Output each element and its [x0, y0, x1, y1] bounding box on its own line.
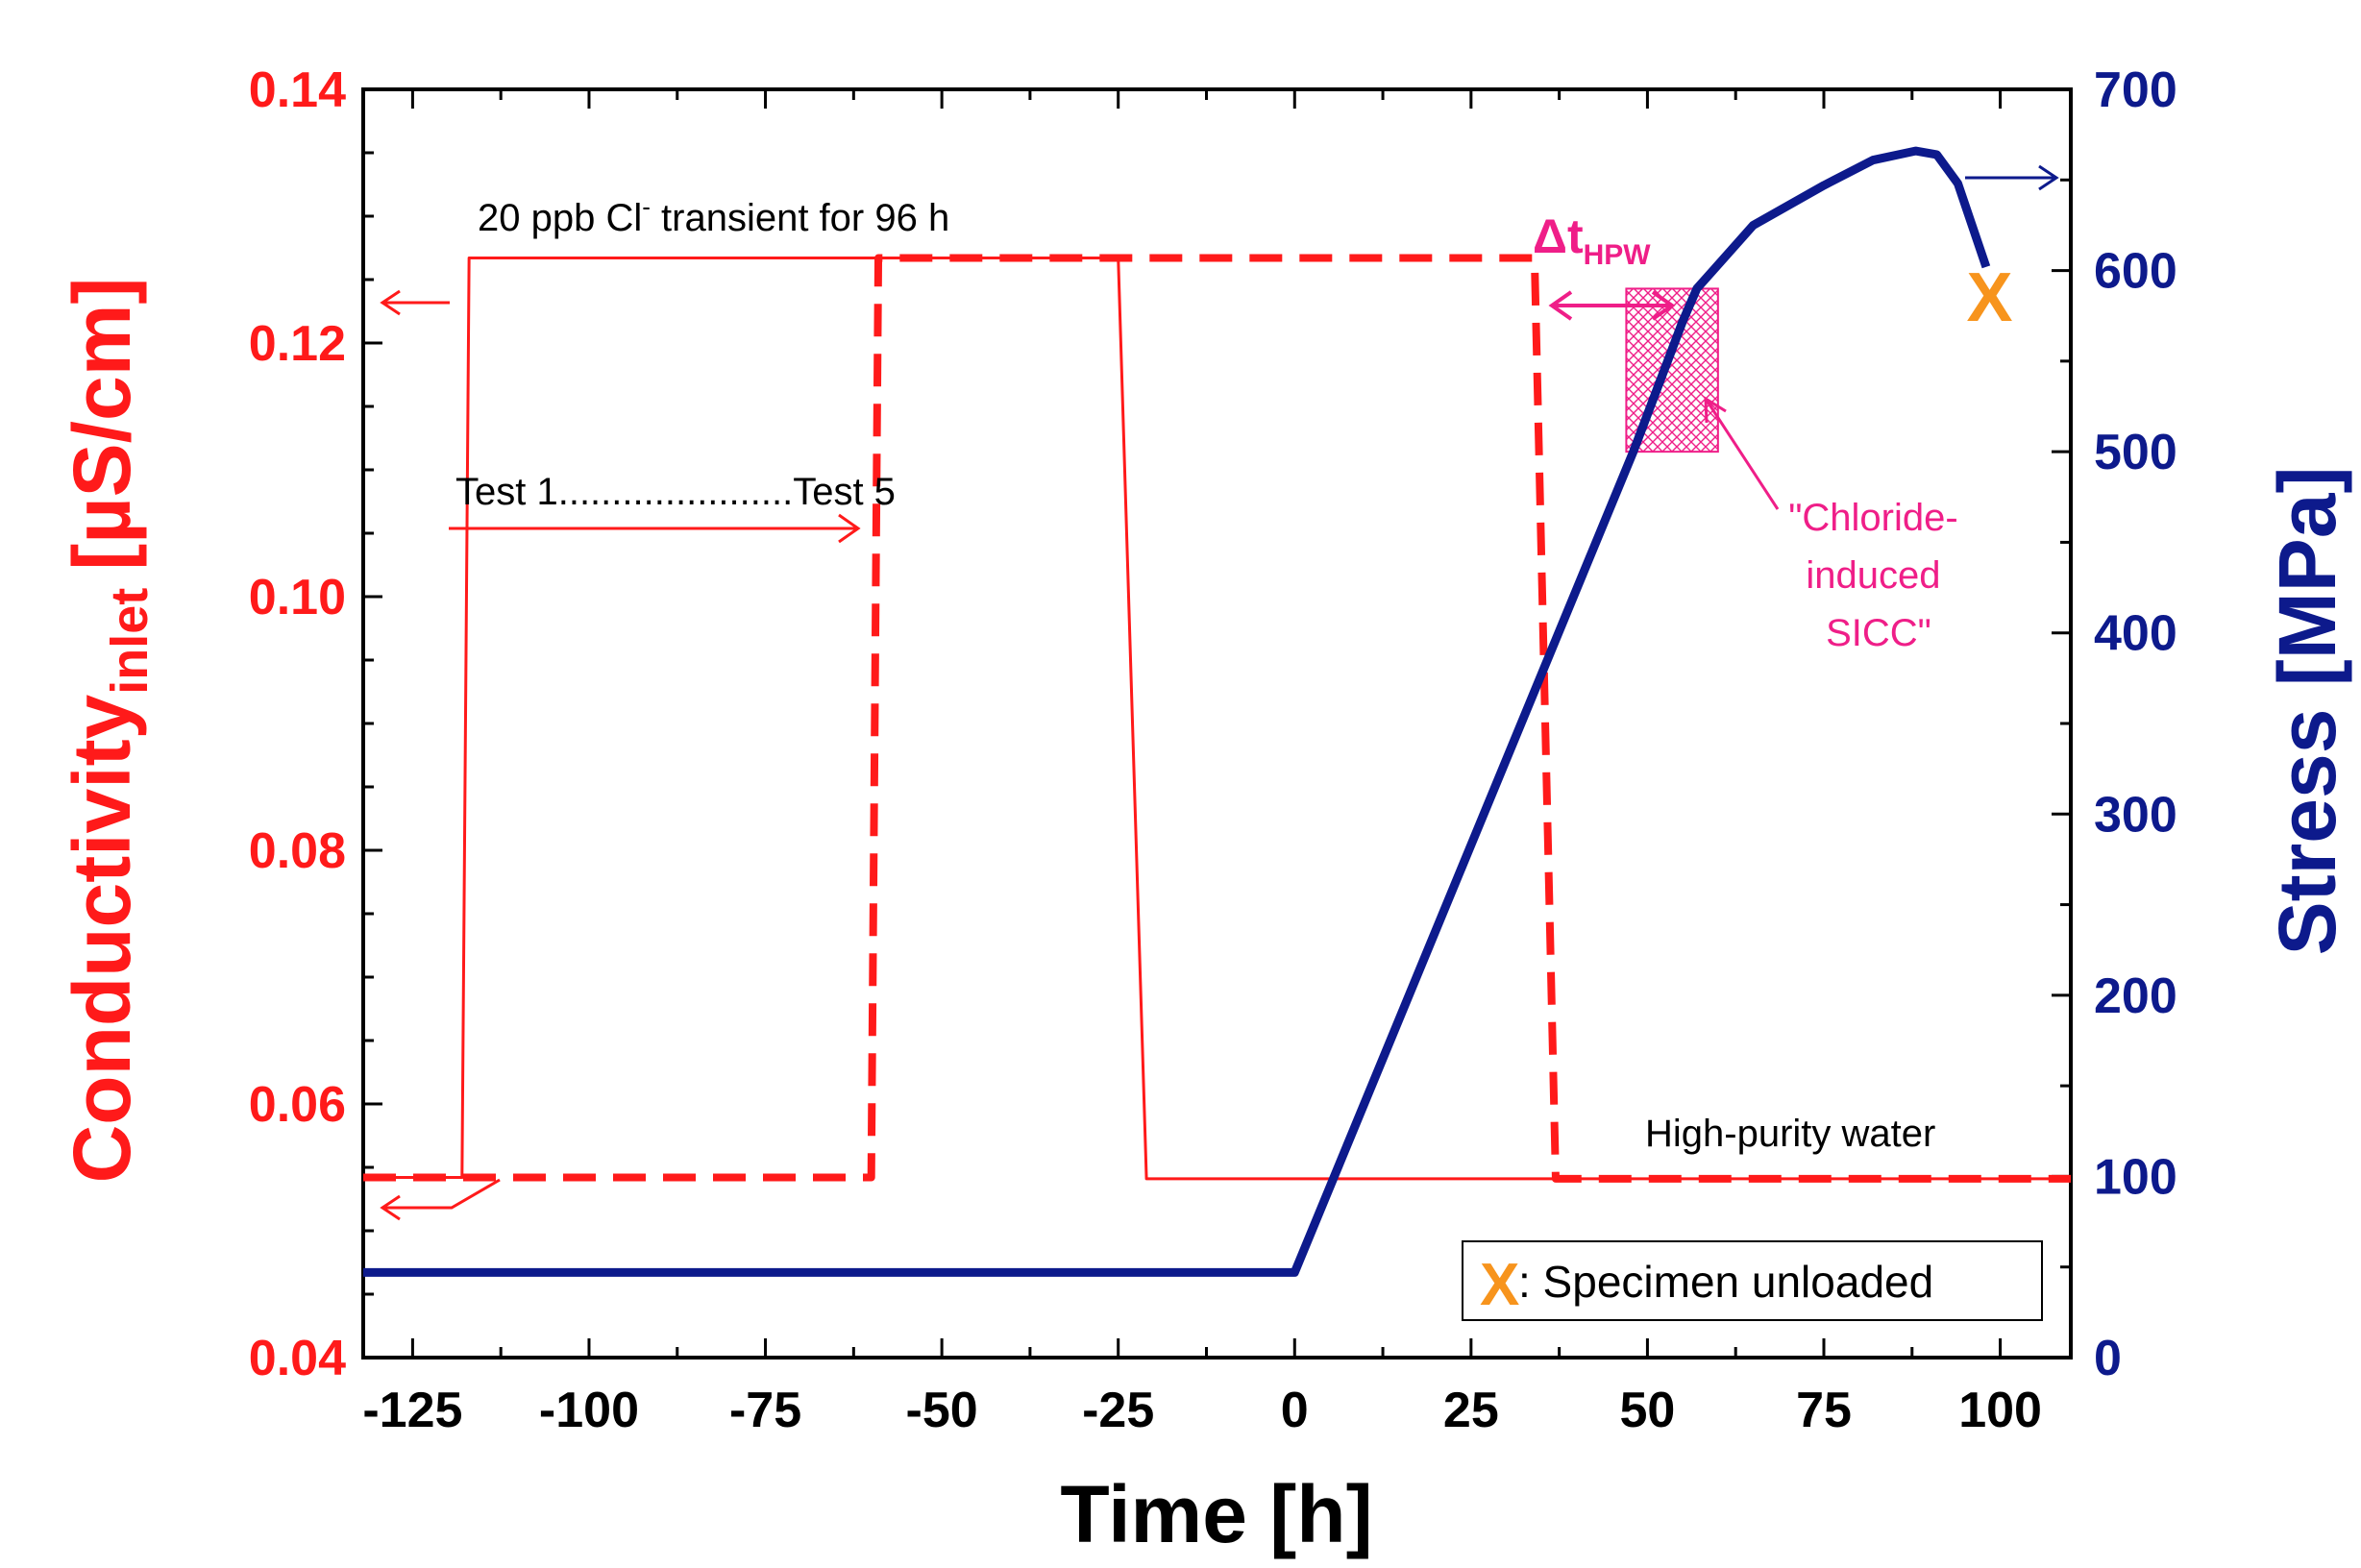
- test-range-arrow: [449, 513, 861, 544]
- x-tick-label: 50: [1619, 1383, 1675, 1438]
- x-tick-label: -125: [362, 1383, 462, 1438]
- legend-text: : Specimen unloaded: [1518, 1257, 1933, 1307]
- sicc-label-line3: SICC": [1826, 612, 1931, 654]
- test-range-label: Test 1......................Test 5: [455, 471, 896, 513]
- x-axis-title: Time [h]: [1060, 1469, 1372, 1559]
- right-tick-label: 100: [2094, 1149, 2177, 1205]
- high-purity-water-label: High-purity water: [1645, 1113, 1935, 1155]
- conductivity-test-5-line: [363, 254, 2071, 1183]
- right-tick-label: 200: [2094, 968, 2177, 1024]
- x-axis-ticks: -125 -100 -75 -50 -25 0 25 50 75 100: [362, 89, 2042, 1438]
- left-axis-arrow-upper: [380, 289, 450, 316]
- legend: X : Specimen unloaded: [1462, 1240, 2043, 1321]
- right-tick-label: 600: [2094, 244, 2177, 300]
- x-tick-label: 25: [1443, 1383, 1499, 1438]
- left-tick-label: 0.12: [249, 316, 346, 372]
- right-tick-label: 700: [2094, 62, 2177, 118]
- stress-line: [363, 146, 1991, 1277]
- right-axis-ticks: 0 100 200 300 400 500 600 700: [2052, 62, 2177, 1386]
- transient-label-suffix: transient for 96 h: [651, 197, 949, 239]
- left-axis-arrow-lower: [380, 1178, 501, 1221]
- delta-t-label-sub: HPW: [1584, 239, 1652, 271]
- transient-label-prefix: 20 ppb Cl: [478, 197, 642, 239]
- x-tick-label: 75: [1796, 1383, 1852, 1438]
- legend-marker: X: [1480, 1252, 1519, 1318]
- left-tick-label: 0.10: [249, 570, 346, 625]
- x-tick-label: 0: [1281, 1383, 1309, 1438]
- transient-label-sup: -: [642, 192, 651, 221]
- right-axis-arrow: [1965, 164, 2059, 191]
- left-tick-label: 0.14: [249, 62, 346, 118]
- sicc-pointer-arrow: [1704, 396, 1780, 510]
- specimen-unloaded-marker: X: [1967, 259, 2013, 336]
- sicc-label-line2: induced: [1806, 554, 1940, 597]
- sicc-label-line1: "Chloride-: [1788, 497, 1957, 539]
- right-tick-label: 400: [2094, 606, 2177, 662]
- left-axis-title-main: Conductivity: [57, 694, 147, 1183]
- transient-label: 20 ppb Cl- transient for 96 h: [478, 192, 949, 239]
- delta-t-arrow: [1548, 290, 1676, 321]
- left-axis-title-unit: [µS/cm]: [57, 278, 147, 571]
- conductivity-test-1-line: [363, 257, 2071, 1181]
- left-axis-title-sub: inlet: [101, 588, 159, 695]
- x-tick-label: -50: [906, 1383, 978, 1438]
- sicc-label: "Chloride- induced SICC": [1788, 497, 1969, 654]
- right-tick-label: 0: [2094, 1331, 2122, 1386]
- delta-t-label-main: Δt: [1533, 209, 1584, 263]
- left-tick-label: 0.06: [249, 1077, 346, 1133]
- x-tick-label: -25: [1082, 1383, 1154, 1438]
- left-tick-label: 0.08: [249, 823, 346, 879]
- left-axis-title: Conductivityinlet [µS/cm]: [57, 278, 159, 1184]
- x-tick-label: -100: [539, 1383, 639, 1438]
- right-tick-label: 500: [2094, 425, 2177, 480]
- series-layer: [363, 146, 2071, 1277]
- left-tick-label: 0.04: [249, 1331, 346, 1386]
- right-axis-title: Stress [MPa]: [2262, 467, 2352, 956]
- left-axis-ticks: 0.04 0.06 0.08 0.10 0.12 0.14: [249, 62, 382, 1386]
- x-tick-label: -75: [729, 1383, 801, 1438]
- delta-t-label: ΔtHPW: [1533, 209, 1651, 271]
- legend-box: [1462, 1240, 2043, 1321]
- right-tick-label: 300: [2094, 787, 2177, 843]
- plot-frame: [361, 87, 2073, 1360]
- x-tick-label: 100: [1958, 1383, 2042, 1438]
